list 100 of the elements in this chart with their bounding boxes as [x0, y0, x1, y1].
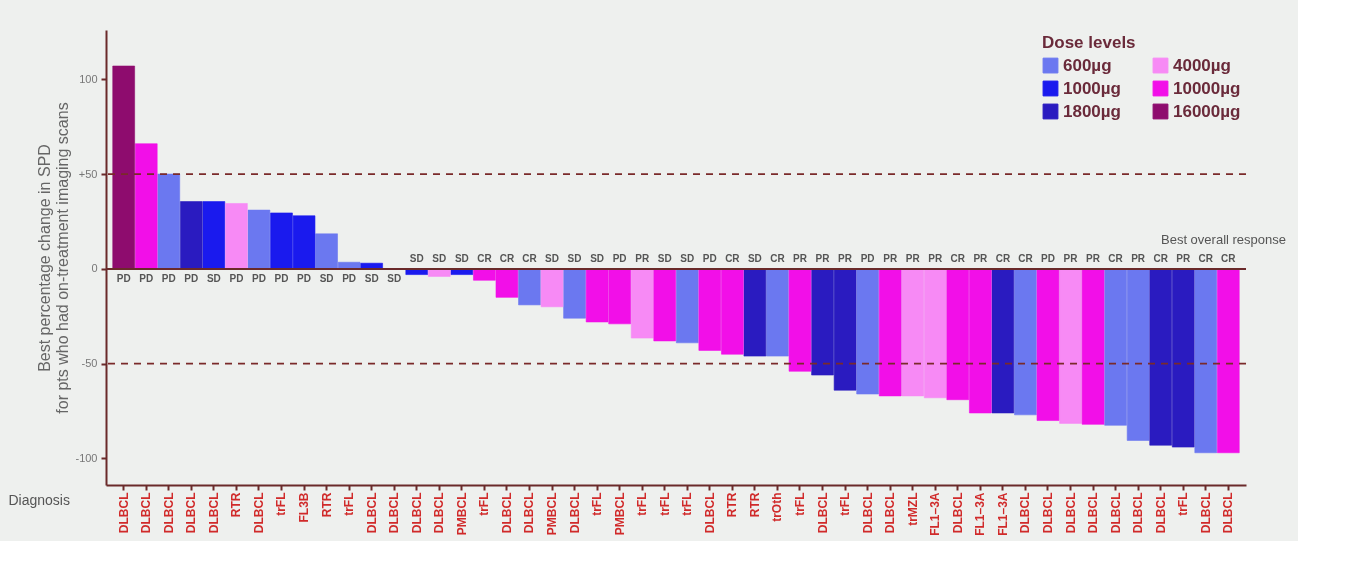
data-label: PR: [838, 252, 853, 264]
x-tick-label: trOth: [770, 492, 785, 522]
x-tick-label: PMBCL: [612, 492, 627, 536]
x-tick-label: DLBCL: [409, 492, 424, 534]
x-tick-label: trFL: [590, 492, 605, 516]
x-tick-label: trFL: [792, 492, 807, 516]
x-tick-label: FL1–3A: [995, 492, 1010, 536]
y-tick-label: 0: [91, 262, 98, 275]
x-tick-label: PMBCL: [545, 492, 560, 536]
x-tick-label: trFL: [838, 492, 853, 516]
data-label: CR: [950, 252, 966, 264]
legend-title: Dose levels: [1042, 33, 1136, 52]
x-tick-label: DLBCL: [567, 492, 582, 534]
x-tick-label: trFL: [477, 492, 492, 516]
data-label: PR: [928, 252, 943, 264]
x-tick-label: DLBCL: [1221, 492, 1236, 534]
data-label: SD: [432, 252, 447, 264]
x-tick-label: DLBCL: [499, 492, 514, 534]
data-label: PR: [973, 252, 989, 264]
data-label: PD: [161, 272, 176, 284]
x-tick-label: DLBCL: [1131, 492, 1146, 534]
y-tick-label: -100: [75, 451, 98, 464]
data-label: PR: [815, 252, 831, 264]
x-tick-label: DLBCL: [184, 492, 199, 534]
data-label: CR: [1153, 252, 1169, 264]
x-tick-label: FL1–3A: [928, 492, 943, 536]
data-label: PD: [274, 272, 289, 284]
x-tick-label: trFL: [680, 492, 695, 516]
data-label: SD: [567, 252, 582, 264]
data-label: PR: [793, 252, 808, 264]
data-label: PR: [1176, 252, 1191, 264]
x-tick-label: DLBCL: [950, 492, 965, 534]
x-tick-label: trFL: [657, 492, 672, 516]
y-tick-label: +50: [78, 167, 98, 180]
data-label: CR: [477, 252, 493, 264]
data-label: CR: [725, 252, 741, 264]
data-label: PR: [905, 252, 921, 264]
data-label: PD: [139, 272, 154, 284]
x-tick-label: RTR: [319, 492, 334, 518]
data-label: PD: [1041, 252, 1055, 264]
y-tick-label: 100: [79, 72, 98, 85]
x-tick-label: PMBCL: [454, 492, 469, 536]
x-tick-label: DLBCL: [883, 492, 898, 534]
data-label: CR: [770, 252, 786, 264]
legend-label: 1000µg: [1063, 78, 1121, 98]
data-label: PR: [1086, 252, 1101, 264]
data-label: SD: [680, 252, 695, 264]
data-label: PR: [1063, 252, 1079, 264]
annotation: Best overall response: [1160, 231, 1286, 247]
data-label: SD: [747, 252, 762, 264]
legend-label: 1800µg: [1063, 101, 1121, 121]
x-tick-label: FL3B: [297, 492, 312, 523]
x-tick-label: DLBCL: [522, 492, 537, 534]
data-label: SD: [657, 252, 672, 264]
x-tick-label: DLBCL: [139, 492, 154, 534]
data-label: SD: [590, 252, 605, 264]
x-tick-label: DLBCL: [432, 492, 447, 534]
legend-label: 4000µg: [1173, 55, 1231, 75]
legend-label: 600µg: [1063, 55, 1112, 75]
x-tick-label: DLBCL: [1108, 492, 1123, 534]
legend-label: 16000µg: [1173, 101, 1241, 121]
data-label: PD: [297, 272, 311, 284]
x-tick-label: DLBCL: [860, 492, 875, 534]
data-label: PD: [702, 252, 717, 264]
data-label: CR: [1018, 252, 1034, 264]
x-tick-label: trMZL: [905, 492, 920, 526]
x-tick-label: DLBCL: [364, 492, 379, 534]
x-tick-label: DLBCL: [1063, 492, 1078, 534]
x-tick-label: DLBCL: [1086, 492, 1101, 534]
x-tick-label: trFL: [1176, 492, 1191, 516]
data-label: SD: [206, 272, 221, 284]
data-label: PR: [883, 252, 898, 264]
x-tick-label: RTR: [229, 492, 244, 518]
x-tick-label: DLBCL: [251, 492, 266, 534]
data-label: PD: [342, 272, 357, 284]
x-tick-label: DLBCL: [702, 492, 717, 534]
y-axis-title: Best percentage change in SPD for pts who had on-treatment imaging scans: [36, 102, 72, 414]
data-label: PR: [635, 252, 650, 264]
x-tick-label: RTR: [747, 492, 762, 518]
data-label: PD: [612, 252, 627, 264]
x-tick-label: DLBCL: [161, 492, 176, 534]
x-axis-title: Diagnosis: [8, 491, 70, 508]
x-tick-label: DLBCL: [1018, 492, 1033, 534]
x-tick-label: trFL: [342, 492, 357, 516]
x-tick-label: DLBCL: [815, 492, 830, 534]
data-label: PR: [1131, 252, 1146, 264]
data-label: SD: [319, 272, 334, 284]
data-label: PD: [252, 272, 266, 284]
x-tick-label: FL1–3A: [973, 492, 988, 536]
data-label: CR: [1198, 252, 1214, 264]
y-tick-label: -50: [81, 357, 98, 370]
x-tick-label: DLBCL: [116, 492, 131, 534]
legend-label: 10000µg: [1173, 78, 1241, 98]
data-label: PD: [184, 272, 199, 284]
data-label: CR: [522, 252, 538, 264]
data-label: SD: [387, 272, 402, 284]
x-tick-label: DLBCL: [1153, 492, 1168, 534]
data-label: SD: [409, 252, 424, 264]
x-tick-label: trFL: [274, 492, 289, 516]
data-label: SD: [545, 252, 559, 264]
